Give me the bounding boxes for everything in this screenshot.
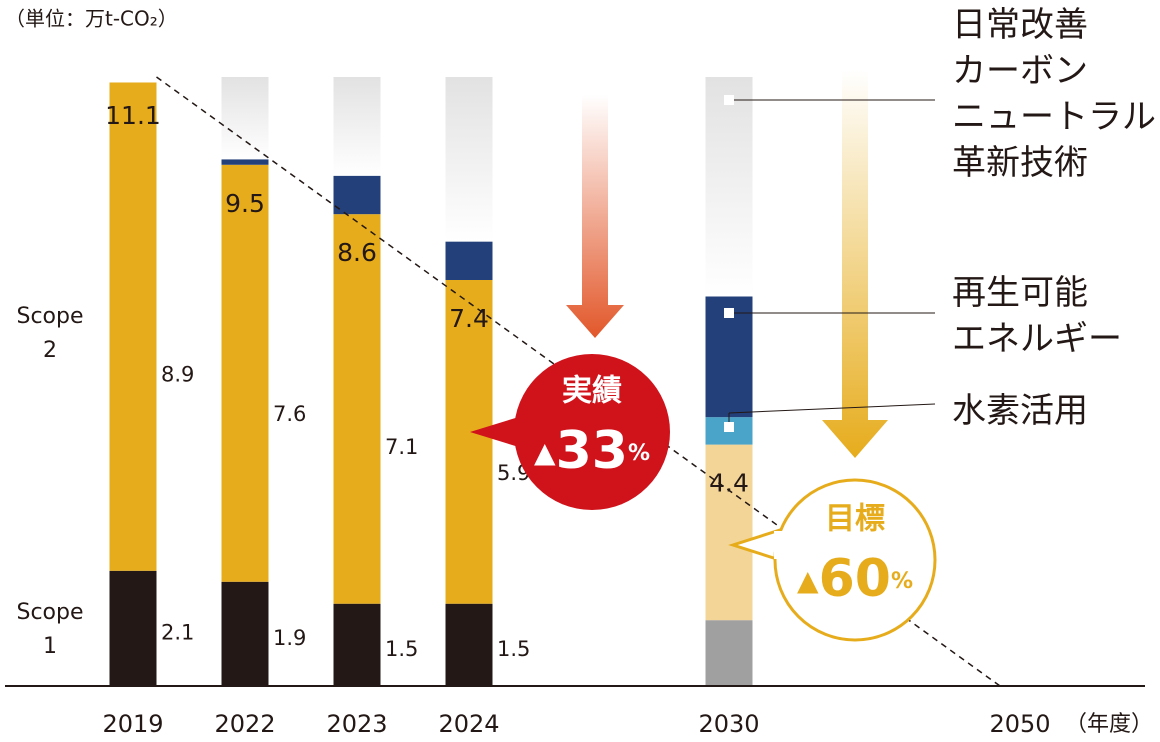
pointer-cover [774,531,784,559]
callout-circle [514,354,670,510]
legend-marker [724,308,734,318]
bar-segment [109,570,157,686]
callout-circle [773,478,937,642]
target-arrow [822,70,888,458]
callout-title: 実績 [562,374,622,409]
bar-segment [221,77,269,160]
callout-pointer [728,527,784,563]
total-label: 9.5 [225,189,265,218]
x-tick-label: 2019 [102,710,163,738]
legend-label: 水素活用 [952,391,1088,431]
bar-segment [221,164,269,582]
callout-value: ▲33% [534,421,650,481]
x-tick-label: 2030 [698,710,759,738]
callout-value: ▲60% [797,549,913,609]
x-tick-label: 2023 [326,710,387,738]
bar-segment [333,603,381,686]
total-label: 7.4 [449,304,489,333]
bar-segment [445,603,493,686]
value-label: 1.5 [385,637,418,661]
legend-label: 再生可能 エネルギー [952,273,1122,359]
bar-segment [221,581,269,686]
bar-segment [333,77,381,176]
callout-unit: % [891,569,913,594]
callout-pointer [470,416,522,448]
bar-segment [109,82,157,571]
callout-mark: ▲ [797,564,819,597]
leader-line [728,403,936,414]
bar-segment [445,280,493,604]
bar-segment [333,175,381,215]
total-label: 4.4 [709,469,749,498]
value-label: 7.6 [273,402,306,426]
callout-mark: ▲ [534,436,556,469]
total-label: 8.6 [337,238,377,267]
x-tick-label: 2022 [214,710,275,738]
legend-label: Scope 1 [16,600,84,659]
value-label: 7.1 [385,435,418,459]
bar-segment [705,77,753,297]
value-label: 1.5 [497,637,530,661]
callout-value: 33 [556,421,628,481]
bar-segment [333,214,381,604]
unit-label: （単位：万t-CO₂） [5,7,178,31]
x-tick-label: 2024 [438,710,499,738]
total-label: 11.1 [105,101,161,130]
reduction-arrow [566,95,624,338]
bar-segment [705,444,753,621]
callout-value: 60 [819,549,891,609]
bar-segment [445,241,493,280]
legend-label: Scope 2 [16,304,84,363]
x-axis-label: （年度） [1065,712,1153,737]
callout-unit: % [628,441,650,466]
value-label: 2.1 [161,620,194,644]
legend-label: 日常改善 カーボン ニュートラル 革新技術 [952,5,1156,183]
bar-segment [445,77,493,242]
value-label: 1.9 [273,626,306,650]
bar-segment [221,159,269,165]
bar-segment [705,620,753,686]
x-tick-label: 2050 [989,710,1050,738]
legend-marker [724,422,734,432]
legend-marker [724,95,734,105]
callout-title: 目標 [825,502,885,537]
value-label: 8.9 [161,362,194,386]
